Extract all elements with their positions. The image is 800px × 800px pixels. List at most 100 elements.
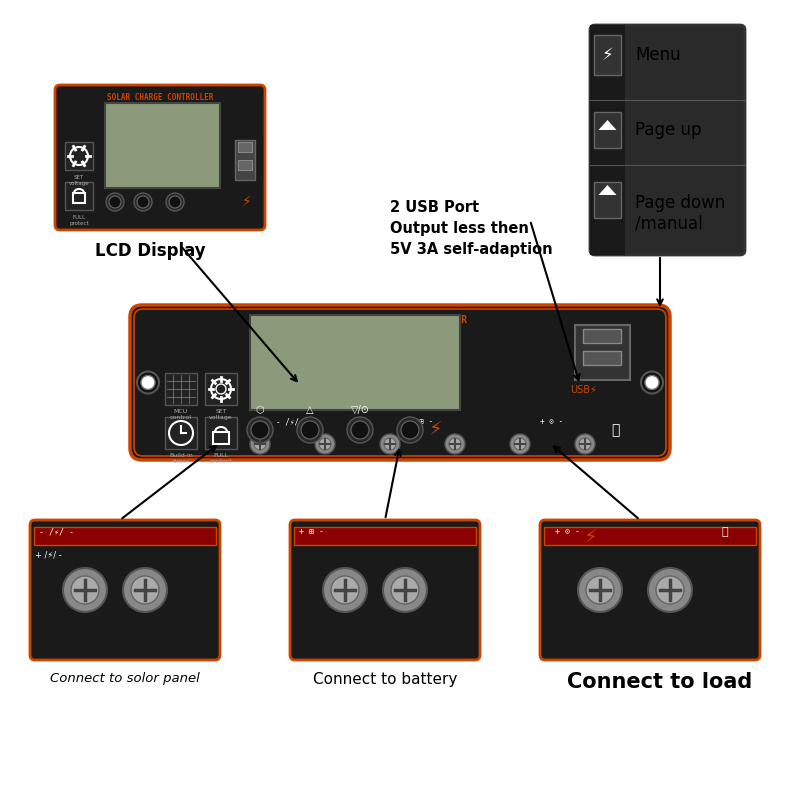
Circle shape xyxy=(397,417,423,443)
Text: USB⚡: USB⚡ xyxy=(570,385,597,395)
Bar xyxy=(583,351,621,365)
Circle shape xyxy=(514,438,526,450)
Bar xyxy=(65,182,93,210)
Bar xyxy=(594,35,621,75)
Circle shape xyxy=(254,438,266,450)
Circle shape xyxy=(131,576,159,604)
Text: △: △ xyxy=(306,405,314,415)
Circle shape xyxy=(134,193,152,211)
Text: + ⊙ -: + ⊙ - xyxy=(541,418,563,426)
Circle shape xyxy=(169,196,181,208)
Circle shape xyxy=(166,193,184,211)
Bar xyxy=(594,112,621,148)
Circle shape xyxy=(575,434,595,454)
Bar xyxy=(594,182,621,218)
Circle shape xyxy=(247,417,273,443)
Circle shape xyxy=(641,371,663,394)
Circle shape xyxy=(380,434,400,454)
Bar xyxy=(238,160,252,170)
Bar xyxy=(205,373,237,405)
Bar xyxy=(590,25,625,255)
Bar xyxy=(583,329,621,343)
Circle shape xyxy=(250,434,270,454)
Bar xyxy=(165,417,197,449)
Bar xyxy=(544,527,756,545)
Circle shape xyxy=(123,568,167,612)
Circle shape xyxy=(137,196,149,208)
Circle shape xyxy=(656,576,684,604)
Circle shape xyxy=(137,371,159,394)
Text: - /⚡/ -: - /⚡/ - xyxy=(39,527,74,537)
Text: ⚡: ⚡ xyxy=(583,529,597,547)
Bar xyxy=(294,527,476,545)
Text: ⚡: ⚡ xyxy=(602,46,614,64)
Circle shape xyxy=(323,568,367,612)
Circle shape xyxy=(401,421,419,439)
Circle shape xyxy=(141,375,155,390)
Text: SOLAR CHARGE CONTROLLER: SOLAR CHARGE CONTROLLER xyxy=(107,93,213,102)
Circle shape xyxy=(319,438,331,450)
FancyBboxPatch shape xyxy=(590,25,745,255)
Text: ▽/⊙: ▽/⊙ xyxy=(350,405,370,415)
Bar xyxy=(34,527,216,545)
Circle shape xyxy=(383,568,427,612)
Text: Connect to battery: Connect to battery xyxy=(313,672,457,687)
Text: Connect to load: Connect to load xyxy=(567,672,753,692)
Circle shape xyxy=(445,434,465,454)
Text: MCU
control: MCU control xyxy=(170,409,192,420)
FancyBboxPatch shape xyxy=(30,520,220,660)
Circle shape xyxy=(384,438,396,450)
Bar xyxy=(235,140,255,180)
Circle shape xyxy=(579,438,591,450)
Text: SET
voltage: SET voltage xyxy=(69,175,90,186)
FancyBboxPatch shape xyxy=(55,85,265,230)
Text: - /⚡/ -: - /⚡/ - xyxy=(276,418,308,426)
Text: FULL
protect: FULL protect xyxy=(210,453,232,464)
Text: Page down
/manual: Page down /manual xyxy=(635,194,726,232)
Circle shape xyxy=(109,196,121,208)
Circle shape xyxy=(510,434,530,454)
Bar xyxy=(105,103,220,188)
Circle shape xyxy=(586,576,614,604)
Bar xyxy=(73,193,85,203)
Circle shape xyxy=(347,417,373,443)
Text: 2 USB Port
Output less then
5V 3A self-adaption: 2 USB Port Output less then 5V 3A self-a… xyxy=(390,200,553,257)
Text: Page up: Page up xyxy=(635,121,702,139)
Bar xyxy=(65,142,93,170)
Text: + ⊙ -: + ⊙ - xyxy=(555,527,580,537)
Text: + ⊞ -: + ⊞ - xyxy=(410,418,434,426)
Bar xyxy=(238,142,252,152)
Circle shape xyxy=(648,568,692,612)
Circle shape xyxy=(449,438,461,450)
Circle shape xyxy=(645,375,659,390)
Text: Build-in
timer: Build-in timer xyxy=(169,453,193,464)
Circle shape xyxy=(71,576,99,604)
Text: + /⚡/ -: + /⚡/ - xyxy=(35,550,62,559)
Text: SET
voltage: SET voltage xyxy=(209,409,233,420)
Text: LCD Display: LCD Display xyxy=(94,242,206,260)
Circle shape xyxy=(301,421,319,439)
Text: SOLAR CHARGE CONTROLLER: SOLAR CHARGE CONTROLLER xyxy=(333,315,467,325)
Text: Connect to solor panel: Connect to solor panel xyxy=(50,672,200,685)
Text: ⚡: ⚡ xyxy=(428,421,442,439)
Circle shape xyxy=(251,421,269,439)
Text: 📱: 📱 xyxy=(611,423,619,437)
FancyBboxPatch shape xyxy=(540,520,760,660)
Circle shape xyxy=(351,421,369,439)
Bar xyxy=(213,432,229,444)
FancyBboxPatch shape xyxy=(290,520,480,660)
Bar xyxy=(205,417,237,449)
Bar xyxy=(575,325,630,380)
Text: + ⊞ -: + ⊞ - xyxy=(299,527,324,537)
Text: ⚡: ⚡ xyxy=(242,195,252,209)
Circle shape xyxy=(297,417,323,443)
Text: Menu: Menu xyxy=(635,46,681,64)
Circle shape xyxy=(315,434,335,454)
FancyArrow shape xyxy=(598,120,617,130)
Text: ⬡: ⬡ xyxy=(256,405,264,415)
Bar xyxy=(250,315,460,410)
FancyArrow shape xyxy=(598,185,617,195)
Circle shape xyxy=(106,193,124,211)
Text: 📱: 📱 xyxy=(722,527,728,537)
Circle shape xyxy=(331,576,359,604)
